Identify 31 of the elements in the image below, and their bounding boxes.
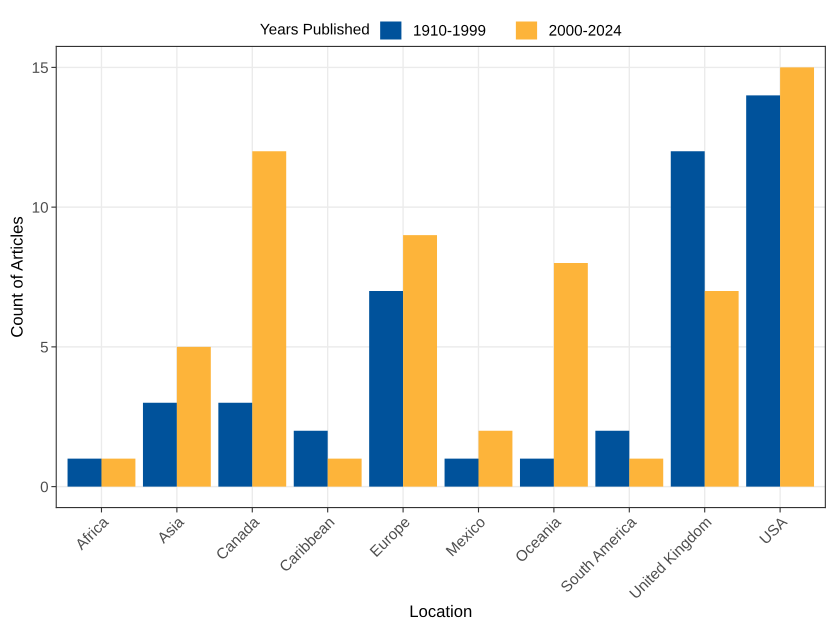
bar: [252, 151, 286, 487]
bar: [670, 151, 705, 487]
bar: [629, 458, 664, 487]
x-tick-label: Asia: [156, 515, 185, 544]
bar: [328, 458, 362, 487]
bar: [478, 430, 512, 487]
bar: [554, 263, 588, 487]
bar: [520, 458, 554, 487]
bar: [444, 458, 478, 487]
bar: [746, 95, 780, 487]
bar: [68, 458, 102, 487]
x-axis-title: Location: [410, 604, 472, 618]
y-tick-label: 15: [32, 62, 48, 74]
bar: [142, 402, 177, 487]
bar: [101, 458, 136, 487]
bar: [294, 430, 328, 487]
bar: [403, 235, 438, 487]
bar: [176, 346, 211, 487]
bar: [780, 67, 814, 487]
bar: [369, 290, 404, 487]
bar: [595, 430, 630, 487]
bar: [218, 402, 252, 487]
legend-label: 2000-2024: [549, 24, 622, 36]
bar: [704, 290, 739, 487]
x-tick-label: USA: [759, 516, 788, 545]
legend-title: Years Published: [260, 23, 369, 35]
y-tick-label: 0: [40, 481, 48, 492]
legend-label: 1910-1999: [414, 24, 486, 36]
y-tick-label: 5: [40, 342, 48, 353]
y-axis-title: Count of Articles: [10, 216, 23, 337]
y-tick-label: 10: [32, 202, 48, 213]
